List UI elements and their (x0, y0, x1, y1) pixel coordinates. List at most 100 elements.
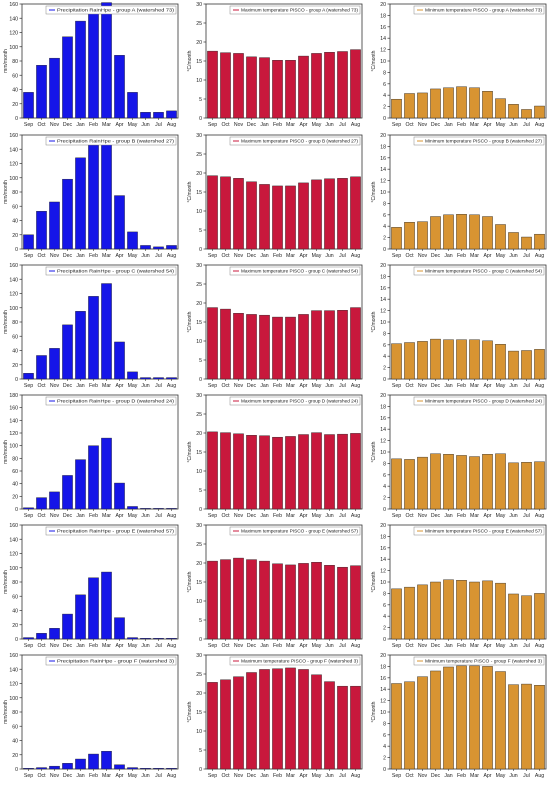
x-tick-label: Feb (457, 513, 466, 519)
y-tick-label: 12 (380, 699, 386, 705)
x-tick-label: Sep (208, 253, 217, 259)
y-tick-label: 8 (383, 591, 386, 597)
x-tick-label: May (128, 643, 138, 649)
legend-box (413, 656, 545, 666)
y-tick-label: 20 (12, 494, 18, 500)
y-axis-label: °C/month (187, 50, 193, 71)
chart-panel-a-tmax: 0 5 10 15 20 25 30 °C/month Sep Oct Nov Dec Jan Feb Ma… (184, 0, 366, 130)
legend-label: Maximum temperature PISCO - group B (wat… (241, 139, 359, 144)
bar-oct (404, 459, 415, 510)
y-tick-label: 5 (199, 228, 202, 234)
y-tick-label: 14 (380, 36, 386, 42)
bar-jul (153, 377, 164, 380)
bar-feb (88, 9, 99, 119)
y-tick-label: 10 (380, 320, 386, 326)
bar-nov (49, 628, 60, 640)
x-tick-label: Jun (325, 253, 333, 259)
bar-may (311, 179, 322, 250)
bar-sep (207, 431, 218, 510)
y-tick-label: 20 (196, 691, 202, 697)
y-tick-label: 8 (383, 201, 386, 207)
y-tick-label: 100 (9, 306, 18, 312)
x-tick-label: Mar (286, 383, 295, 389)
x-tick-label: Aug (167, 643, 176, 649)
x-tick-label: Oct (405, 383, 414, 389)
y-tick-label: 16 (380, 416, 386, 422)
x-tick-label: Mar (286, 253, 295, 259)
x-tick-label: Apr (483, 122, 491, 128)
x-tick-label: Jul (155, 253, 162, 259)
x-tick-label: Jun (141, 122, 149, 128)
x-tick-label: Apr (115, 383, 123, 389)
y-tick-label: 0 (383, 116, 386, 122)
bar-jan (259, 314, 270, 380)
x-tick-label: Dec (63, 122, 73, 128)
y-tick-label: 0 (15, 247, 18, 253)
y-tick-label: 20 (196, 561, 202, 567)
bar-jul (337, 433, 348, 510)
x-tick-label: Jul (155, 383, 162, 389)
y-tick-label: 10 (380, 450, 386, 456)
y-tick-label: 80 (12, 456, 18, 462)
x-tick-label: Nov (234, 513, 244, 519)
bar-dec (62, 763, 73, 770)
x-tick-label: Apr (299, 643, 307, 649)
y-axis-label: °C/month (187, 571, 193, 592)
bar-nov (417, 456, 428, 510)
y-tick-label: 5 (199, 358, 202, 364)
bar-jan (75, 157, 86, 250)
legend-label: Precipitation RainHpe - group C (watersh… (57, 269, 175, 274)
x-tick-label: Dec (63, 383, 73, 389)
x-tick-label: Oct (221, 122, 230, 128)
bar-jun (508, 232, 519, 250)
x-tick-label: Aug (167, 513, 176, 519)
bar-aug (534, 593, 545, 640)
y-tick-label: 5 (199, 618, 202, 624)
bar-aug (350, 49, 361, 119)
y-tick-label: 100 (9, 444, 18, 450)
y-tick-label: 12 (380, 48, 386, 54)
y-tick-label: 100 (9, 45, 18, 51)
x-tick-label: Nov (50, 773, 60, 779)
x-tick-label: Nov (234, 383, 244, 389)
bar-may (311, 562, 322, 640)
y-tick-label: 0 (199, 507, 202, 513)
y-tick-label: 4 (383, 484, 386, 490)
bar-sep (207, 682, 218, 770)
bar-jun (508, 684, 519, 770)
x-tick-label: Jun (325, 513, 333, 519)
y-tick-label: 25 (196, 672, 202, 678)
chart-panel-c-precip: 0 20 40 60 80 100 120 140 160 mm/month Sep Oct Nov De… (0, 261, 182, 391)
bar-oct (36, 633, 47, 640)
bar-apr (114, 341, 125, 380)
x-tick-label: Sep (24, 383, 33, 389)
x-tick-label: May (128, 773, 138, 779)
y-tick-label: 60 (12, 469, 18, 475)
x-tick-label: Aug (351, 122, 360, 128)
x-tick-label: Dec (247, 643, 257, 649)
y-tick-label: 16 (380, 676, 386, 682)
bar-apr (114, 195, 125, 250)
bar-sep (23, 373, 34, 380)
y-tick-label: 100 (9, 696, 18, 702)
y-tick-label: 20 (380, 523, 386, 529)
bar-feb (88, 577, 99, 640)
x-tick-label: Oct (405, 122, 414, 128)
y-tick-label: 12 (380, 179, 386, 185)
bar-apr (482, 340, 493, 380)
chart-svg: 0 5 10 15 20 25 30 °C/month Sep Oct Nov Dec Jan Feb Ma… (187, 523, 363, 649)
bar-nov (417, 221, 428, 250)
legend-label: Maximum temperature PISCO - group A (wat… (241, 8, 359, 13)
y-tick-label: 4 (383, 224, 386, 230)
y-tick-label: 10 (196, 599, 202, 605)
bar-may (495, 98, 506, 119)
x-tick-label: Sep (24, 513, 33, 519)
bar-feb (272, 316, 283, 380)
x-tick-label: Feb (273, 773, 282, 779)
x-tick-label: Jan (444, 773, 452, 779)
y-axis-label: °C/month (371, 50, 377, 71)
x-tick-label: Aug (535, 513, 544, 519)
y-tick-label: 10 (196, 729, 202, 735)
chart-svg: 0 2 4 6 8 10 12 14 16 18 20 °C/month Sep Oct Nov Dec Jan… (371, 393, 547, 519)
x-tick-label: Sep (392, 383, 401, 389)
